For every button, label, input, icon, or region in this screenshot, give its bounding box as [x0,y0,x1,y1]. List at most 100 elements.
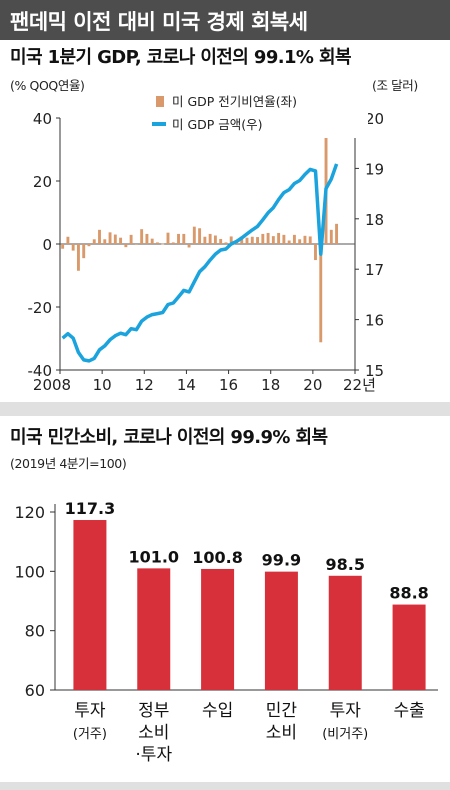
gdp-growth-bar [156,242,159,244]
section-divider [0,402,450,416]
right-tick-label: 18 [365,211,384,229]
gdp-growth-bar [203,236,207,244]
gdp-growth-bar [161,243,165,245]
consumption-chart: 1201008060117.3투자(거주)101.0정부소비·투자100.8수입… [14,499,438,765]
category-label-line2: 소비 [138,723,169,743]
x-tick-label: 20 [303,376,322,394]
gdp-growth-bar [292,234,296,244]
gdp-growth-bar [71,244,75,251]
gdp-growth-bar [303,235,307,244]
category-label-line3: ·투자 [135,745,172,765]
consumption-bar [73,520,107,690]
gdp-growth-bar [282,234,286,244]
gdp-growth-bar [182,233,186,244]
gdp-growth-bar [261,233,265,244]
bar-value-label: 101.0 [128,547,179,566]
category-label: 투자 [74,701,106,721]
right-tick-label: 16 [365,312,384,330]
gdp-growth-bar [335,223,339,244]
gdp-growth-bar [119,237,123,244]
gdp-growth-bar [87,244,91,247]
bar-value-label: 99.9 [262,551,301,570]
gdp-growth-bar [271,236,275,244]
bar-value-label: 100.8 [192,548,243,567]
legend-box [150,90,368,138]
gdp-growth-bar [66,236,70,244]
gdp-growth-bar [177,233,180,244]
x-tick-label: 2008 [33,376,71,394]
gdp-growth-bar [329,229,333,244]
gdp-growth-bar [277,232,281,244]
gdp-growth-bar [319,244,323,343]
gdp-growth-bar [314,244,317,261]
legend-label-line: 미 GDP 금액(우) [172,117,263,132]
x-tick-label: 12 [135,376,154,394]
y-tick-label: 60 [25,681,45,700]
bar-value-label: 88.8 [389,584,428,603]
gdp-growth-bar [129,234,133,244]
gdp-growth-bar [229,236,233,244]
gdp-growth-bar [213,235,217,244]
gdp-growth-bar [82,244,86,259]
gdp-left-unit: (% QOQ연율) [10,78,85,93]
consumption-bar [137,568,171,690]
gdp-growth-bar [108,232,112,244]
left-tick-label: 20 [33,173,52,191]
gdp-growth-bar [240,236,244,244]
y-tick-label: 80 [25,622,45,641]
left-tick-label: 40 [33,110,52,128]
consumption-chart-title: 미국 민간소비, 코로나 이전의 99.9% 회복 [10,427,328,448]
left-tick-label: -40 [28,362,53,380]
gdp-growth-bar [140,229,144,244]
gdp-growth-bar [103,239,107,244]
gdp-growth-bar [150,238,154,244]
category-label: 정부 [138,701,169,721]
x-tick-label: 16 [219,376,238,394]
gdp-growth-bar [219,238,223,244]
gdp-growth-bar [256,237,259,244]
consumption-subtitle: (2019년 4분기=100) [10,456,127,471]
gdp-growth-bar [287,240,291,244]
gdp-growth-bar [113,234,117,244]
x-tick-label: 22년 [343,376,376,394]
right-tick-label: 17 [365,261,384,279]
gdp-legend: 미 GDP 전기비연율(좌) 미 GDP 금액(우) [150,90,368,138]
y-tick-label: 100 [14,562,45,581]
gdp-growth-bar [145,233,149,244]
gdp-growth-bar [171,242,175,244]
category-label: 투자 [330,701,362,721]
consumption-bar [201,568,235,690]
left-tick-label: -20 [28,299,53,317]
category-label: 수출 [393,701,424,721]
gdp-growth-bar [198,228,202,244]
gdp-chart: 40 20 0 -20 -40 20 19 18 17 16 15 2008 10 12 14 16 18 20 2… [28,90,385,394]
gdp-growth-bar [98,229,101,244]
category-label: 민간 [266,701,298,721]
left-tick-label: 0 [42,236,52,254]
gdp-growth-bar [266,232,270,244]
gdp-plot: 40 20 0 -20 -40 20 19 18 17 16 15 2008 10 12 14 16 18 20 2… [28,110,385,394]
gdp-growth-bar [187,244,191,248]
gdp-growth-bar [298,239,302,244]
gdp-growth-bar [224,242,228,244]
gdp-growth-bar [192,226,196,244]
gdp-level-line [61,163,339,363]
bar-value-label: 98.5 [326,555,365,574]
consumption-bar [328,575,362,690]
bar-value-label: 117.3 [65,499,116,518]
consumption-bar [264,571,298,690]
right-tick-label: 19 [365,160,384,178]
category-label: 수입 [202,701,233,721]
right-tick-label: 20 [365,110,384,128]
category-label-line2: (거주) [73,727,107,742]
gdp-growth-bar [245,237,249,244]
category-label-line2: (비거주) [322,727,368,742]
header-bar: 팬데믹 이전 대비 미국 경제 회복세 [0,0,450,40]
gdp-right-unit: (조 달러) [372,78,418,93]
category-label-line2: 소비 [266,723,297,743]
gdp-growth-bar [166,232,170,244]
page-title: 팬데믹 이전 대비 미국 경제 회복세 [10,10,308,34]
x-tick-label: 10 [93,376,112,394]
gdp-growth-bar [134,244,138,245]
gdp-growth-bar [208,233,212,244]
